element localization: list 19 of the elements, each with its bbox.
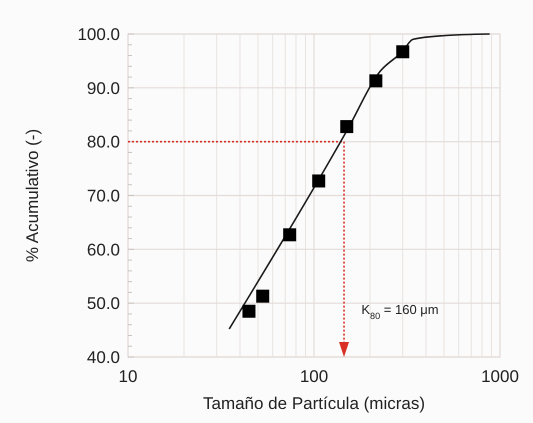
- y-axis-title: % Acumulativo (-): [23, 128, 42, 262]
- y-tick-label: 90.0: [86, 78, 120, 98]
- y-tick-label: 40.0: [86, 348, 120, 367]
- annotation: K$_{80}$ = 160 μm: [361, 302, 439, 321]
- x-tick-label: 1000: [481, 367, 519, 386]
- y-tick-label: 50.0: [86, 294, 120, 314]
- x-tick-label: 10: [118, 367, 138, 386]
- point: [256, 290, 270, 303]
- point: [396, 45, 410, 58]
- point: [283, 228, 296, 242]
- point: [312, 174, 326, 188]
- x-tick-label: 100: [300, 367, 328, 386]
- x-axis-title: Tamaño de Partícula (micras): [202, 394, 426, 413]
- y-tick-label: 100.0: [77, 24, 120, 44]
- y-tick-label: 70.0: [86, 186, 120, 206]
- y-tick-label: 60.0: [86, 240, 120, 260]
- point: [340, 120, 354, 134]
- point: [369, 74, 382, 88]
- y-tick-label: 80.0: [86, 132, 120, 152]
